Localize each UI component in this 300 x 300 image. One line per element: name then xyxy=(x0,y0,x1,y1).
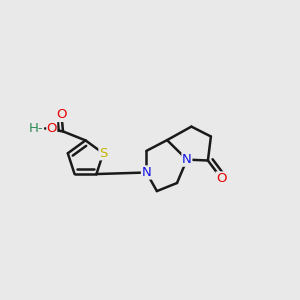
Text: N: N xyxy=(142,166,151,179)
Text: O: O xyxy=(216,172,227,185)
Text: O: O xyxy=(46,122,57,135)
Text: H-: H- xyxy=(29,122,44,135)
Text: S: S xyxy=(99,147,107,160)
Text: N: N xyxy=(182,153,192,166)
Text: O: O xyxy=(56,108,67,122)
